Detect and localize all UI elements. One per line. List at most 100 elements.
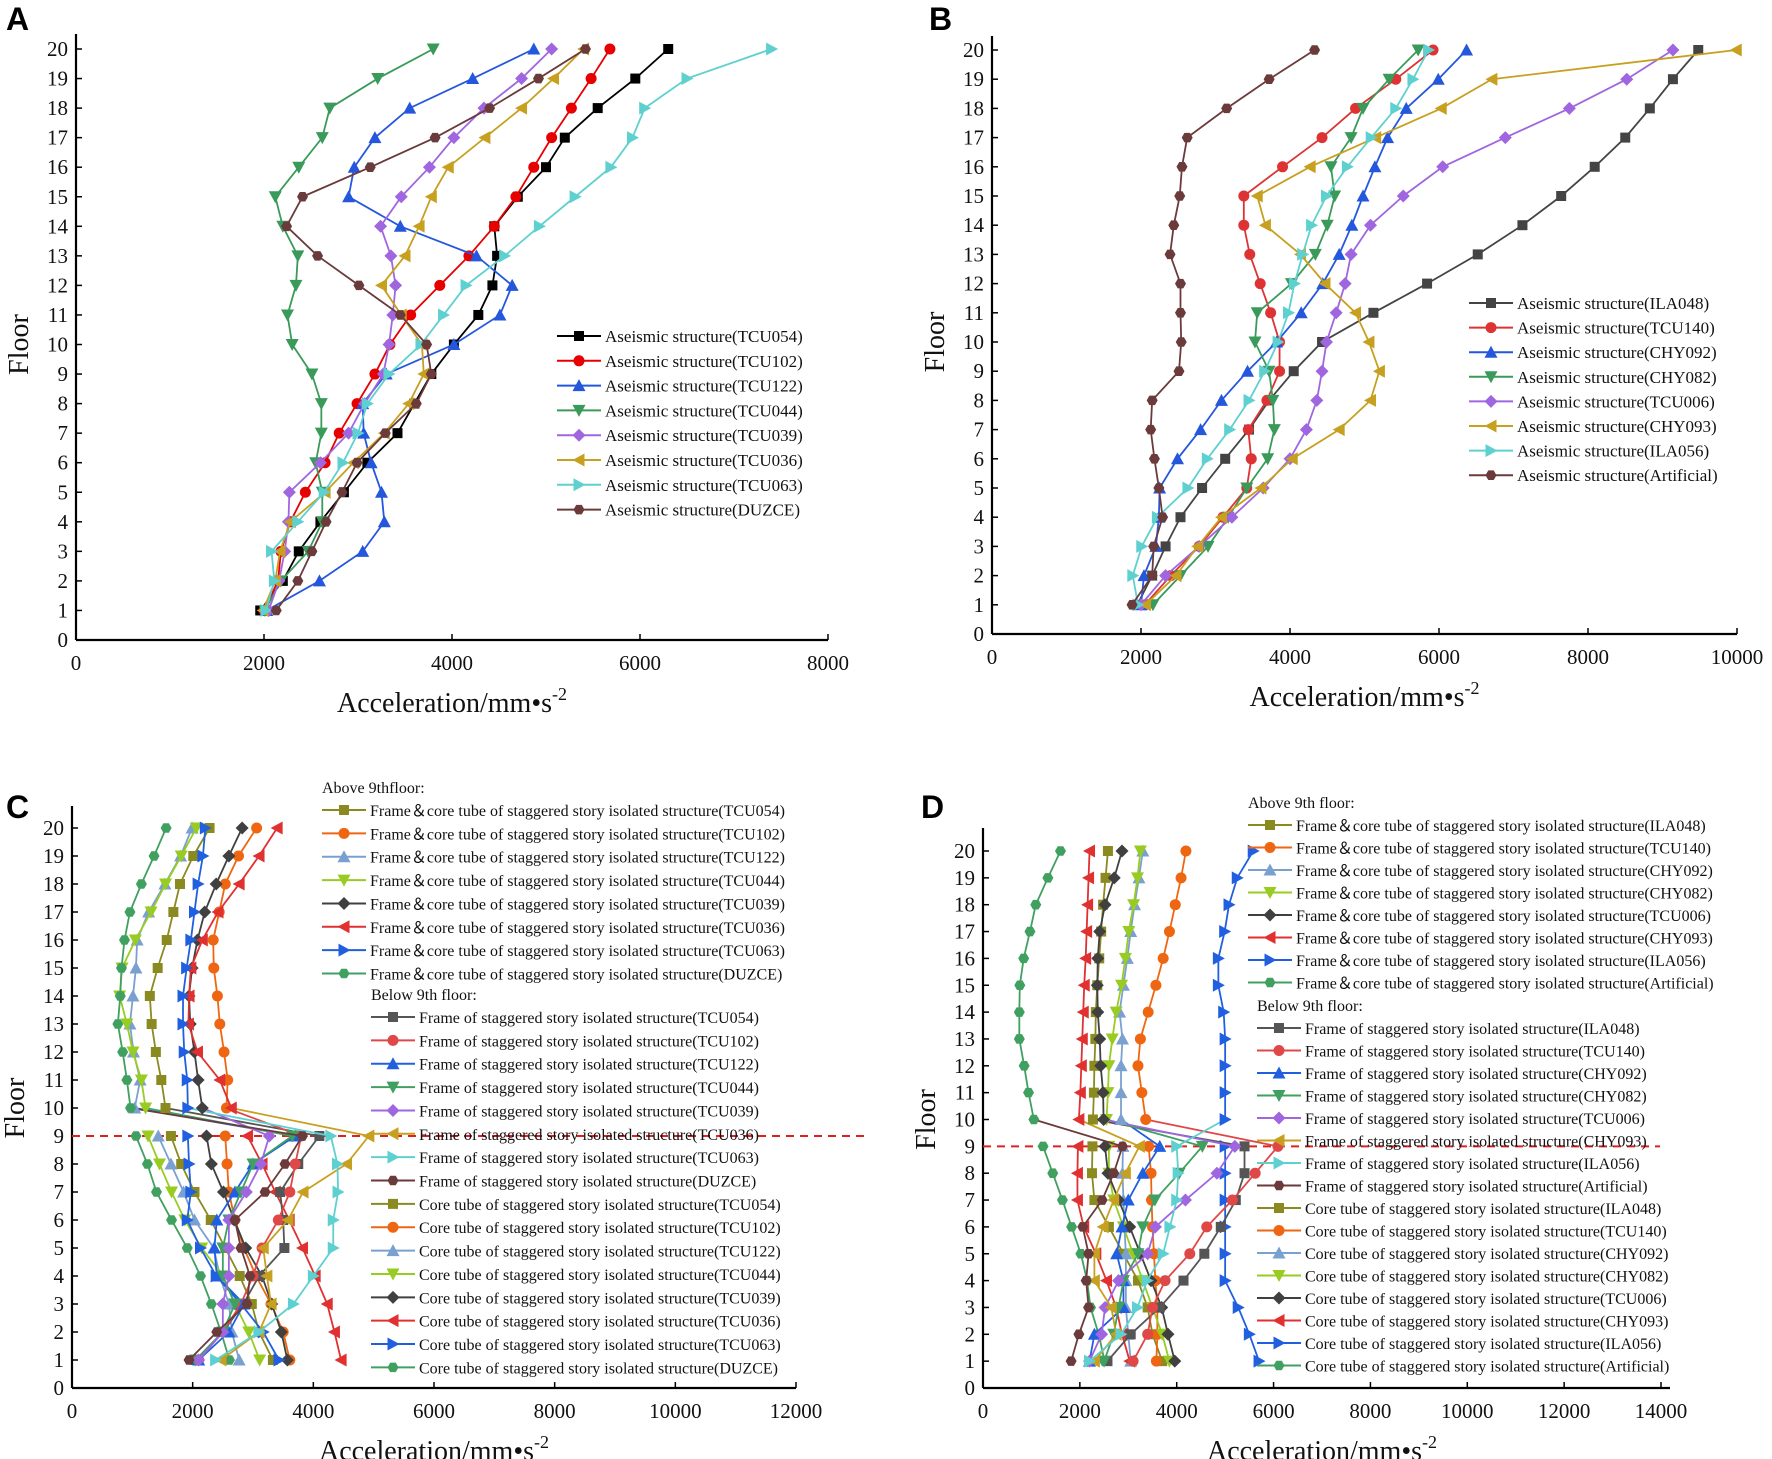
data-point (1197, 483, 1208, 493)
data-point (1105, 1033, 1119, 1046)
y-tick-label: 0 (965, 1376, 976, 1400)
data-point (210, 1213, 224, 1226)
data-point (1042, 873, 1054, 883)
legend-marker (572, 453, 585, 467)
data-point (1308, 248, 1322, 261)
data-point (405, 309, 417, 321)
series-line (1088, 1118, 1161, 1362)
series-line (1137, 850, 1187, 1120)
data-point (1309, 45, 1321, 55)
data-point (242, 1326, 256, 1339)
legend-item: Frame＆core tube of staggered story isola… (1248, 841, 1711, 858)
legend-item: Frame of staggered story isolated struct… (371, 1127, 759, 1144)
data-point (333, 427, 345, 439)
legend-item: Aseismic structure(TCU036) (557, 451, 803, 470)
series-line (130, 1107, 304, 1361)
data-point (223, 1355, 235, 1365)
data-point (422, 160, 436, 174)
data-point (1332, 423, 1345, 437)
data-point (1089, 1195, 1100, 1206)
y-tick-label: 16 (963, 155, 984, 179)
data-point (282, 485, 296, 499)
data-point (425, 369, 437, 379)
panel-label: C (6, 789, 29, 825)
data-point (1315, 364, 1329, 378)
y-tick-label: 6 (54, 1208, 65, 1232)
data-point (1219, 1059, 1232, 1073)
data-point (1219, 925, 1232, 939)
data-point (402, 397, 415, 411)
x-axis-title-text: Acceleration/mm•s (1249, 682, 1464, 713)
data-point (1238, 219, 1250, 231)
data-point (235, 1243, 247, 1253)
data-point (1225, 510, 1239, 524)
data-point (274, 1325, 288, 1339)
y-tick-label: 7 (974, 418, 985, 442)
data-point (383, 367, 396, 381)
data-point (1174, 308, 1186, 318)
data-point (232, 877, 245, 891)
data-point (1261, 453, 1275, 466)
y-tick-label: 8 (58, 392, 69, 416)
data-point (1431, 72, 1445, 85)
data-point (1556, 191, 1567, 201)
data-point (198, 905, 212, 919)
series (1212, 844, 1260, 1126)
data-point (327, 1325, 340, 1339)
legend-label: Aseismic structure(ILA048) (1517, 294, 1709, 313)
data-point (1345, 218, 1359, 231)
legend-marker (1484, 419, 1497, 433)
legend-item: Frame＆core tube of staggered story isola… (322, 873, 785, 890)
data-point (364, 162, 376, 172)
legend-item: Core tube of staggered story isolated st… (1257, 1246, 1668, 1263)
data-point (1115, 1032, 1129, 1045)
y-tick-label: 20 (47, 37, 68, 61)
legend-label: Frame＆core tube of staggered story isola… (1296, 886, 1713, 903)
data-point (1218, 1005, 1231, 1019)
data-point (1231, 871, 1244, 885)
data-point (272, 1214, 284, 1226)
data-point (630, 73, 641, 84)
data-point (1210, 1166, 1224, 1180)
data-point (1219, 1166, 1232, 1180)
y-tick-label: 4 (54, 1264, 65, 1288)
data-point (1134, 1033, 1146, 1045)
legend-marker (1484, 371, 1498, 384)
legend-above-title: Above 9thfloor: (322, 780, 425, 797)
y-tick-label: 15 (43, 956, 64, 980)
data-point (222, 1241, 236, 1255)
data-point (320, 517, 332, 527)
data-point (337, 456, 350, 470)
y-tick-label: 19 (47, 67, 68, 91)
legend-item: Frame of staggered story isolated struct… (371, 1103, 759, 1120)
legend-marker (1485, 444, 1498, 458)
legend-item: Aseismic structure(TCU006) (1469, 392, 1715, 411)
data-point (1169, 899, 1181, 911)
legend-label: Core tube of staggered story isolated st… (419, 1360, 778, 1377)
data-point (569, 190, 582, 204)
data-point (218, 1046, 230, 1058)
data-point (466, 72, 480, 85)
legend-marker (572, 404, 586, 417)
data-point (1243, 1327, 1256, 1341)
data-point (1084, 1354, 1097, 1368)
data-point (210, 1269, 224, 1282)
x-tick-label: 2000 (243, 651, 285, 675)
data-point (190, 1045, 203, 1059)
data-point (1066, 1222, 1078, 1232)
data-point (1096, 1086, 1110, 1100)
data-point (126, 989, 140, 1002)
legend-label: Core tube of staggered story isolated st… (1305, 1336, 1661, 1353)
legend-item: Frame of staggered story isolated struct… (1257, 1179, 1648, 1196)
data-point (1223, 898, 1236, 912)
data-point (515, 72, 529, 86)
data-point (1174, 191, 1186, 201)
data-point (1093, 925, 1107, 939)
legend-marker (572, 379, 586, 392)
data-point (114, 991, 126, 1001)
data-point (1114, 1059, 1128, 1072)
data-point (1171, 1193, 1184, 1207)
legend-item: Frame＆core tube of staggered story isola… (1248, 953, 1706, 970)
legend-marker (386, 1103, 400, 1117)
data-point (1199, 1248, 1210, 1259)
